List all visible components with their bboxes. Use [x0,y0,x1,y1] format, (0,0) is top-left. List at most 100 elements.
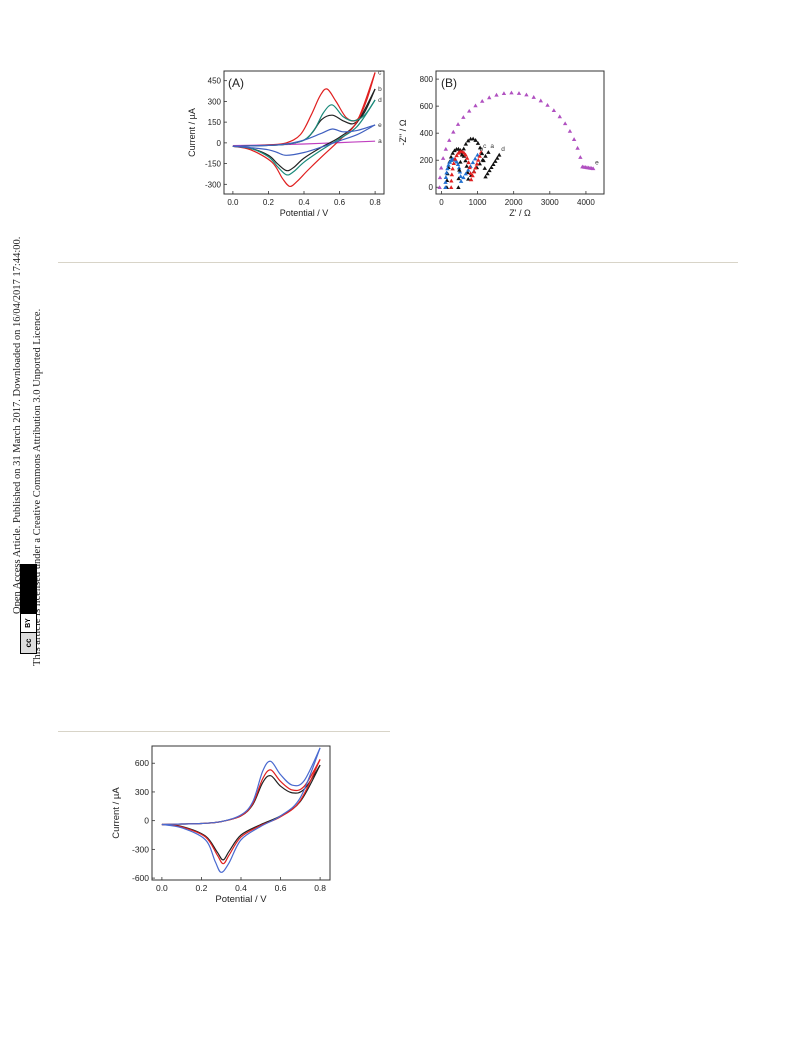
x-axis-label: Z' / Ω [509,208,531,218]
data-point [485,171,490,176]
data-point [590,166,596,171]
y-tick-label: 600 [135,758,149,768]
y-tick-label: 300 [208,97,222,106]
series-0-reverse-line [161,764,321,861]
data-point [575,145,580,150]
data-point [466,176,471,181]
data-point [477,153,482,158]
x-tick-label: 0.0 [156,883,168,893]
series-1-reverse-line [161,759,321,865]
series-d-reverse-line [232,99,376,176]
data-point [463,171,468,176]
y-tick-label: 450 [208,77,222,86]
series-2-reverse-line [161,747,321,873]
y-tick-label: -300 [132,844,149,854]
x-tick-label: 0.4 [298,198,310,207]
data-point [531,95,536,99]
y-axis-label: -Z" / Ω [398,119,408,145]
data-point [472,156,478,161]
x-tick-label: 3000 [541,198,559,207]
x-tick-label: 4000 [577,198,595,207]
series-c-points [448,149,484,190]
y-tick-label: -150 [205,160,222,169]
data-point [445,166,450,171]
data-point [571,137,577,141]
data-point [476,157,481,162]
data-point [487,168,492,173]
badge-block [21,565,36,614]
data-point [443,146,449,151]
series-a-points [444,146,491,190]
data-point [456,165,462,170]
data-point [491,162,496,166]
series-2-forward-line [161,747,321,826]
data-point [480,98,485,103]
section-rule-bottom [58,731,390,732]
y-axis-label: Current / µA [187,108,197,157]
data-point [470,160,476,165]
data-point [463,141,469,146]
data-point [501,91,507,95]
y-tick-label: 600 [420,102,434,111]
data-point [477,161,482,166]
data-point [458,174,463,178]
data-point [461,146,466,151]
data-point [471,169,477,174]
x-tick-label: 0.4 [235,883,247,893]
data-point [463,152,468,157]
y-tick-label: 150 [208,118,222,127]
data-point [545,102,550,107]
series-d-points [456,136,502,190]
y-tick-label: 200 [420,156,434,165]
data-point [448,154,454,159]
data-point [438,165,444,170]
data-point [475,152,480,157]
data-point [516,91,522,95]
data-point [455,162,461,167]
x-tick-label: 0.8 [370,198,382,207]
y-tick-label: -300 [205,180,222,189]
data-point [454,159,459,164]
y-tick-label: 0 [429,183,434,192]
data-point [464,155,470,160]
data-point [449,178,454,183]
data-point [461,150,467,155]
data-point [457,167,462,172]
data-point [468,171,473,175]
data-point [483,174,488,179]
data-point [509,90,514,95]
x-tick-label: 0 [439,198,444,207]
series-label-d: d [378,97,382,104]
series-label-e: e [595,159,599,166]
data-point [461,175,466,180]
series-label-c: c [483,143,487,150]
x-axis-label: Potential / V [215,894,267,905]
data-point [449,172,455,177]
data-point [452,156,458,161]
data-point [450,150,455,155]
y-tick-label: 0 [217,139,222,148]
series-c-forward-line [232,72,376,147]
data-point [456,185,461,190]
data-point [470,173,475,178]
data-point [446,162,451,167]
data-point [443,185,448,190]
panel-label-b: (B) [441,76,457,90]
series-label-e: e [378,122,382,129]
x-tick-label: 0.0 [227,198,239,207]
series-e-reverse-line [232,124,376,156]
data-point [461,115,466,119]
series-b-forward-line [232,88,376,147]
x-axis-label: Potential / V [280,208,329,218]
cc-by-badge[interactable]: cc BY [20,564,37,654]
x-tick-label: 0.2 [263,198,275,207]
data-point [467,108,472,113]
x-tick-label: 0.6 [334,198,346,207]
x-tick-label: 0.6 [275,883,287,893]
series-label-d: d [501,146,505,153]
y-tick-label: 800 [420,75,434,84]
by-icon: BY [25,618,32,628]
data-point [468,177,474,182]
series-label-a: a [490,143,494,150]
